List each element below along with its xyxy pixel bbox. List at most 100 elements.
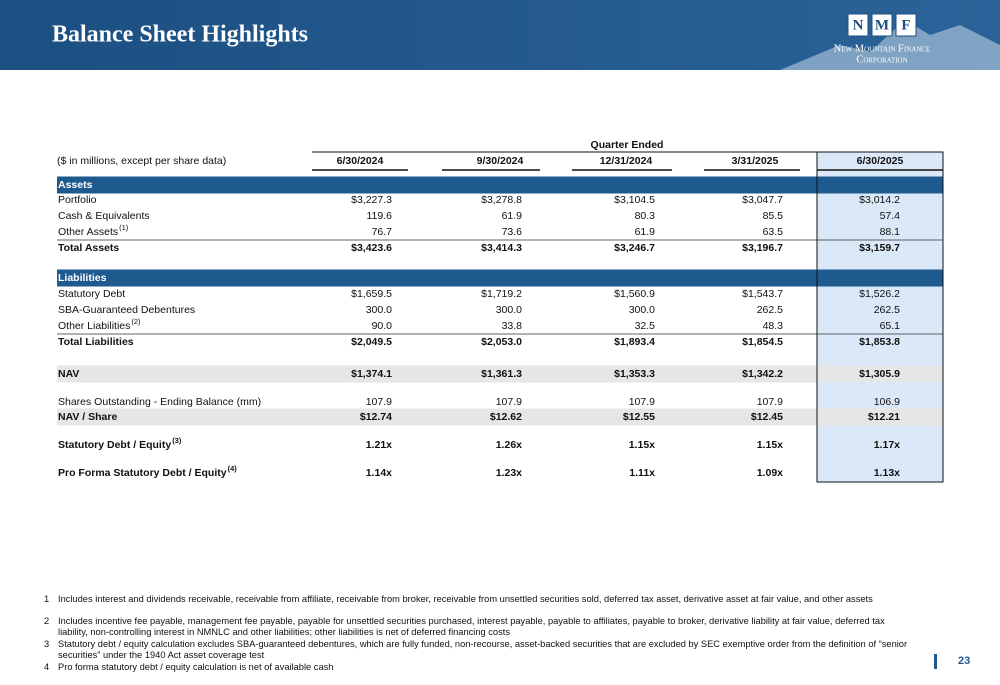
logo-box: [847, 13, 869, 37]
cell-value: 107.9: [496, 396, 522, 408]
cell-value: 1.14x: [366, 467, 392, 479]
cell-value: $1,560.9: [614, 288, 655, 300]
cell-value: 1.09x: [757, 467, 783, 479]
cell-value: 262.5: [757, 304, 783, 316]
cell-value: 107.9: [629, 396, 655, 408]
column-header: 3/31/2025: [732, 155, 779, 167]
cell-value: 63.5: [763, 226, 784, 238]
units-label: ($ in millions, except per share data): [57, 155, 226, 167]
row-shade: [57, 408, 943, 426]
cell-value: 1.13x: [874, 467, 900, 479]
cell-value: 1.11x: [629, 467, 655, 479]
table: Quarter Ended ($ in millions, except per …: [57, 139, 944, 483]
row-label: SBA-Guaranteed Debentures: [58, 304, 195, 316]
row-label: Cash & Equivalents: [58, 210, 150, 222]
header: Balance Sheet Highlights N M F New Mountain…: [0, 0, 1000, 70]
column-header: 9/30/2024: [477, 155, 524, 167]
row-label: Statutory Debt / Equity: [58, 439, 171, 451]
cell-value: 33.8: [502, 320, 523, 332]
cell-value: $1,353.3: [614, 368, 655, 380]
logo-letter: F: [901, 17, 910, 33]
cell-value: 65.1: [880, 320, 901, 332]
footnote: 1 Includes interest and dividends receiva…: [44, 594, 914, 605]
column-header: 12/31/2024: [600, 155, 653, 167]
cell-value: 32.5: [635, 320, 656, 332]
slide-title: Balance Sheet Highlights: [52, 22, 308, 48]
highlight-column: [817, 152, 943, 482]
section-label: Liabilities: [58, 272, 107, 284]
cell-value: 119.6: [367, 210, 393, 222]
cell-value: 107.9: [366, 396, 392, 408]
cell-value: $2,049.5: [351, 336, 392, 348]
cell-value: $3,104.5: [614, 194, 655, 206]
group-header: Quarter Ended: [591, 139, 664, 151]
cell-value: $1,659.5: [351, 288, 392, 300]
cell-value: $1,543.7: [742, 288, 783, 300]
cell-value: 300.0: [496, 304, 522, 316]
logo-line2: Corporation: [856, 54, 907, 65]
cell-value: $1,374.1: [351, 368, 392, 380]
row-shade: [57, 365, 943, 383]
section-bar: [57, 269, 943, 287]
footnote-text: Includes interest and dividends receivab…: [58, 594, 873, 604]
cell-value: 107.9: [757, 396, 783, 408]
cell-value: $3,014.2: [859, 194, 900, 206]
column-header: 6/30/2025: [857, 155, 904, 167]
footnote-number: 2: [44, 616, 50, 626]
logo-box: [871, 13, 893, 37]
cell-value: $2,053.0: [481, 336, 522, 348]
footnote-ref: (4): [228, 464, 238, 473]
row-label: Statutory Debt: [58, 288, 125, 300]
cell-value: 1.21x: [366, 439, 392, 451]
cell-value: $12.55: [623, 411, 655, 423]
cell-value: 1.15x: [757, 439, 783, 451]
section-label: Assets: [58, 179, 93, 191]
logo-letter: N: [853, 17, 864, 33]
cell-value: 73.6: [502, 226, 523, 238]
cell-value: 300.0: [629, 304, 655, 316]
cell-value: 1.26x: [496, 439, 522, 451]
logo-line1: New Mountain Finance: [834, 43, 931, 54]
logo-letter: M: [875, 17, 889, 33]
row-label: Pro Forma Statutory Debt / Equity: [58, 467, 227, 479]
section-bar: [57, 176, 943, 194]
cell-value: 1.17x: [874, 439, 900, 451]
cell-value: $1,893.4: [614, 336, 655, 348]
cell-value: 61.9: [635, 226, 656, 238]
cell-value: $1,361.3: [481, 368, 522, 380]
row-label: Other Assets: [58, 226, 118, 238]
page-number: 23: [958, 655, 971, 667]
footnote-ref: (1): [119, 223, 129, 232]
cell-value: 48.3: [763, 320, 784, 332]
cell-value: $12.21: [868, 411, 900, 423]
cell-value: 80.3: [635, 210, 656, 222]
cell-value: 1.15x: [629, 439, 655, 451]
cell-value: 57.4: [880, 210, 901, 222]
cell-value: 76.7: [372, 226, 393, 238]
cell-value: $3,196.7: [742, 242, 783, 254]
row-label: Total Assets: [58, 242, 119, 254]
cell-value: $1,853.8: [859, 336, 900, 348]
footnote-text: Includes incentive fee payable, manageme…: [58, 616, 885, 637]
row-label: NAV / Share: [58, 411, 117, 423]
cell-value: $3,423.6: [351, 242, 392, 254]
cell-value: $3,159.7: [859, 242, 900, 254]
page-bar: [934, 654, 937, 669]
footnote: 3 Statutory debt / equity calculation exc…: [44, 639, 914, 661]
row-label: Total Liabilities: [58, 336, 134, 348]
footnote-number: 1: [44, 594, 50, 604]
footnote-number: 4: [44, 662, 50, 672]
column-header: 6/30/2024: [337, 155, 384, 167]
cell-value: $3,278.8: [481, 194, 522, 206]
footnote: 2 Includes incentive fee payable, managem…: [44, 616, 914, 638]
logo-mountains: [780, 20, 1000, 70]
cell-value: $3,414.3: [481, 242, 522, 254]
cell-value: $1,854.5: [742, 336, 783, 348]
cell-value: $1,719.2: [481, 288, 522, 300]
cell-value: $3,227.3: [351, 194, 392, 206]
row-label: Other Liabilities: [58, 320, 130, 332]
footnote-text: Pro forma statutory debt / equity calcul…: [58, 662, 334, 672]
cell-value: 85.5: [763, 210, 784, 222]
row-label: Portfolio: [58, 194, 97, 206]
